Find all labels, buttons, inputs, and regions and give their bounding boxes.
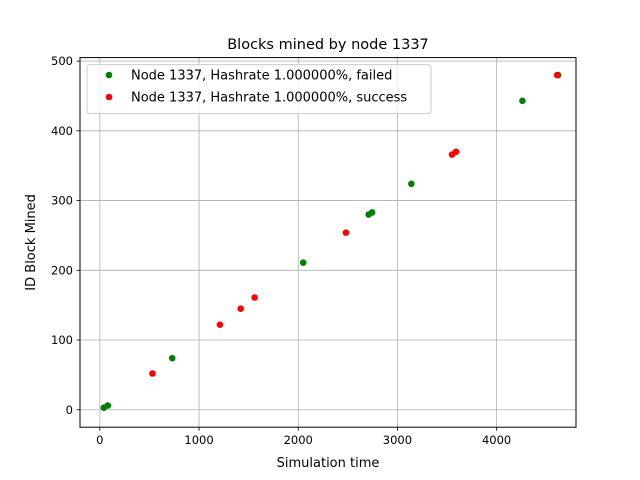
- data-point: [299, 259, 307, 266]
- x-axis-label: Simulation time: [277, 456, 380, 471]
- data-point: [104, 402, 112, 409]
- data-point: [237, 305, 245, 312]
- legend-marker-success: [105, 93, 113, 101]
- y-tick-label: 100: [51, 333, 73, 347]
- data-point: [553, 71, 561, 79]
- plot-area: [80, 57, 576, 428]
- data-point: [149, 370, 156, 377]
- legend-label-success: Node 1337, Hashrate 1.000000%, success: [131, 91, 407, 106]
- y-axis-ticks: 0 100 200 300 400 500: [51, 54, 80, 417]
- x-axis-ticks: 0 1000 2000 3000 4000: [96, 427, 511, 447]
- legend-box: [86, 64, 432, 115]
- data-point: [452, 148, 460, 156]
- y-tick-label: 200: [51, 263, 73, 277]
- data-point: [408, 180, 415, 188]
- y-axis-label: ID Block Mined: [24, 194, 39, 291]
- series-1: [149, 71, 561, 377]
- plot-frame: [79, 57, 577, 428]
- chart-title: Blocks mined by node 1337: [227, 37, 429, 53]
- data-point: [342, 229, 350, 236]
- legend: Node 1337, Hashrate 1.000000%, failed No…: [86, 64, 432, 115]
- y-tick-label: 500: [51, 54, 73, 68]
- legend-marker-failed: [105, 71, 113, 79]
- y-tick-label: 300: [51, 194, 73, 208]
- y-tick-label: 400: [51, 124, 73, 138]
- data-point: [168, 354, 176, 362]
- x-tick-label: 1000: [184, 433, 213, 447]
- x-tick-label: 0: [96, 433, 103, 447]
- data-point: [251, 294, 258, 301]
- legend-label-failed: Node 1337, Hashrate 1.000000%, failed: [131, 69, 392, 84]
- y-tick-label: 0: [66, 403, 73, 417]
- data-point: [216, 321, 224, 328]
- points-layer: [100, 71, 562, 411]
- data-point: [368, 209, 376, 216]
- data-point: [519, 97, 526, 105]
- x-tick-label: 3000: [383, 433, 412, 447]
- x-tick-label: 4000: [482, 433, 511, 447]
- grid-layer: [80, 57, 576, 428]
- x-tick-label: 2000: [284, 433, 313, 447]
